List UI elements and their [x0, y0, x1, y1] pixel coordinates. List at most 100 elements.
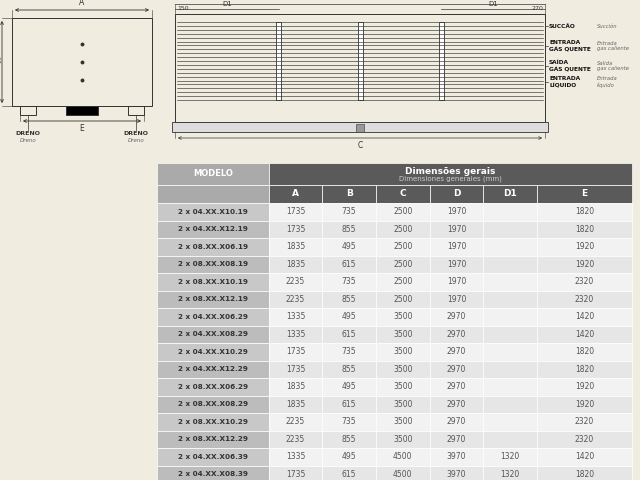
- Bar: [537, 466, 632, 480]
- Bar: [537, 325, 632, 343]
- Bar: [429, 378, 483, 396]
- Bar: [157, 290, 269, 308]
- Text: 1970: 1970: [447, 207, 466, 216]
- Text: 1920: 1920: [575, 382, 594, 391]
- Text: 2 x 08.XX.X12.19: 2 x 08.XX.X12.19: [178, 296, 248, 302]
- Bar: [157, 360, 269, 378]
- Text: 3970: 3970: [447, 452, 466, 461]
- Bar: [483, 466, 537, 480]
- Bar: [323, 308, 376, 325]
- Text: 495: 495: [342, 382, 356, 391]
- Bar: [323, 325, 376, 343]
- Text: D: D: [452, 190, 460, 199]
- Bar: [376, 290, 429, 308]
- Text: 1835: 1835: [286, 400, 305, 409]
- Text: 2 x 08.XX.X06.29: 2 x 08.XX.X06.29: [178, 384, 248, 390]
- Text: 2970: 2970: [447, 365, 466, 374]
- Bar: [12, 18, 152, 106]
- Bar: [483, 431, 537, 448]
- Text: 1970: 1970: [447, 295, 466, 304]
- Text: Succión: Succión: [597, 24, 618, 28]
- Text: 2 x 08.XX.X10.29: 2 x 08.XX.X10.29: [178, 419, 248, 425]
- Bar: [376, 466, 429, 480]
- Text: 3500: 3500: [393, 365, 413, 374]
- Text: 2 x 08.XX.X10.19: 2 x 08.XX.X10.19: [178, 279, 248, 285]
- Bar: [429, 343, 483, 360]
- Text: 2 x 04.XX.X06.29: 2 x 04.XX.X06.29: [178, 314, 248, 320]
- Bar: [537, 308, 632, 325]
- Bar: [429, 290, 483, 308]
- Bar: [323, 185, 376, 203]
- Text: 615: 615: [342, 330, 356, 339]
- Bar: [269, 238, 323, 255]
- Text: 3500: 3500: [393, 347, 413, 356]
- Bar: [323, 220, 376, 238]
- Text: 2320: 2320: [575, 435, 594, 444]
- Text: 855: 855: [342, 365, 356, 374]
- Bar: [20, 106, 36, 115]
- Text: 1735: 1735: [286, 470, 305, 479]
- Text: 1970: 1970: [447, 260, 466, 269]
- Text: 1835: 1835: [286, 382, 305, 391]
- Text: 2235: 2235: [286, 417, 305, 426]
- Text: Dreno: Dreno: [20, 138, 36, 143]
- Bar: [66, 106, 98, 115]
- Bar: [537, 255, 632, 273]
- Bar: [276, 22, 281, 100]
- Bar: [429, 431, 483, 448]
- Text: 1920: 1920: [575, 242, 594, 251]
- Text: 1420: 1420: [575, 452, 594, 461]
- Text: 1820: 1820: [575, 207, 594, 216]
- Bar: [157, 220, 269, 238]
- Text: 2320: 2320: [575, 417, 594, 426]
- Text: 2970: 2970: [447, 330, 466, 339]
- Text: 1970: 1970: [447, 277, 466, 286]
- Bar: [376, 378, 429, 396]
- Bar: [323, 238, 376, 255]
- Bar: [537, 203, 632, 220]
- Bar: [376, 431, 429, 448]
- Text: A: A: [292, 190, 299, 199]
- Text: 855: 855: [342, 435, 356, 444]
- Bar: [356, 124, 364, 132]
- Text: ENTRADA
LÍQUIDO: ENTRADA LÍQUIDO: [549, 76, 580, 88]
- Bar: [483, 308, 537, 325]
- Bar: [376, 185, 429, 203]
- Bar: [429, 273, 483, 290]
- Text: 855: 855: [342, 225, 356, 234]
- Text: 2970: 2970: [447, 382, 466, 391]
- Text: 495: 495: [342, 312, 356, 321]
- Bar: [429, 466, 483, 480]
- Bar: [269, 431, 323, 448]
- Text: 2500: 2500: [393, 242, 413, 251]
- Bar: [537, 290, 632, 308]
- Bar: [537, 185, 632, 203]
- Text: 2 x 04.XX.X08.29: 2 x 04.XX.X08.29: [178, 331, 248, 337]
- Text: 150: 150: [177, 6, 189, 11]
- Bar: [172, 122, 548, 132]
- Bar: [429, 360, 483, 378]
- Text: Dreno: Dreno: [127, 138, 145, 143]
- Bar: [376, 255, 429, 273]
- Bar: [128, 106, 144, 115]
- Bar: [537, 431, 632, 448]
- Bar: [439, 22, 444, 100]
- Text: MODELO: MODELO: [193, 169, 233, 179]
- Text: 2500: 2500: [393, 260, 413, 269]
- Text: 2500: 2500: [393, 225, 413, 234]
- Text: B: B: [346, 190, 353, 199]
- Bar: [483, 378, 537, 396]
- Text: 1920: 1920: [575, 400, 594, 409]
- Bar: [269, 185, 323, 203]
- Text: Entrada
gas caliente: Entrada gas caliente: [597, 41, 629, 51]
- Bar: [157, 413, 269, 431]
- Bar: [269, 360, 323, 378]
- Bar: [323, 396, 376, 413]
- Bar: [376, 343, 429, 360]
- Bar: [323, 290, 376, 308]
- Bar: [376, 413, 429, 431]
- Text: 1335: 1335: [286, 312, 305, 321]
- Bar: [429, 448, 483, 466]
- Text: 1420: 1420: [575, 312, 594, 321]
- Bar: [157, 255, 269, 273]
